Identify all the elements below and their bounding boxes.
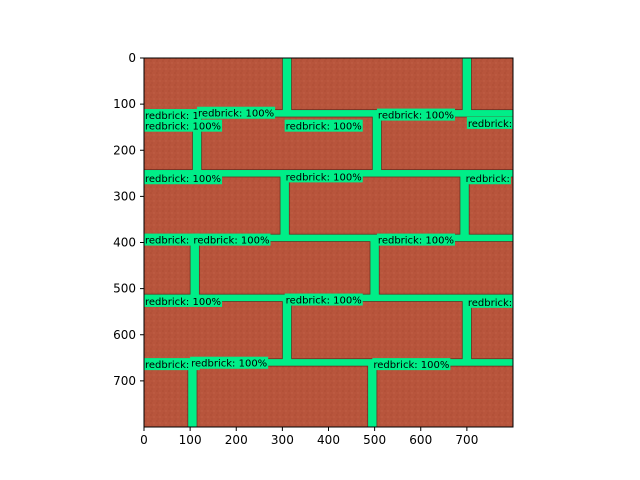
detection-text: redbrick: 1	[145, 111, 199, 122]
detection-label-12: redbrick: 100%	[144, 294, 223, 308]
y-tick-label: 300	[113, 189, 136, 203]
detection-label-background	[197, 106, 276, 119]
detection-label-8: redbrick:	[464, 172, 511, 185]
brick-9	[143, 241, 191, 295]
detection-label-background	[376, 108, 455, 121]
x-tick-label: 300	[271, 433, 294, 447]
detection-label-background	[144, 233, 200, 246]
detection-text: redbrick: 100%	[286, 296, 362, 307]
detection-label-background	[144, 358, 200, 371]
detection-text: redbrick: 100%	[193, 236, 269, 247]
x-tick-label: 400	[317, 433, 340, 447]
detection-text: redbrick: 1	[145, 236, 199, 247]
y-tick-label: 400	[113, 236, 136, 250]
x-tick-label: 0	[140, 433, 148, 447]
detection-label-background	[284, 119, 363, 132]
y-tick-label: 200	[113, 143, 136, 157]
detection-text: redbrick:	[468, 119, 512, 130]
x-tick-label: 100	[179, 433, 202, 447]
detection-text: redbrick:	[466, 174, 510, 185]
x-tick-label: 700	[455, 433, 478, 447]
x-tick-label: 500	[363, 433, 386, 447]
brick-11	[378, 241, 514, 295]
y-tick-label: 100	[113, 97, 136, 111]
detection-layer: redbrick: 1 redbrick: 100% redbrick: 100%r…	[144, 106, 513, 371]
brick-10	[198, 241, 371, 295]
detection-label-background	[144, 119, 223, 132]
detection-label-background	[376, 233, 455, 246]
detection-label-5: redbrick:	[466, 116, 513, 130]
detection-text: redbrick: 100%	[286, 122, 362, 133]
detection-label-13: redbrick: 100%	[284, 293, 363, 307]
detection-text: redbrick: 100%	[191, 359, 267, 370]
x-tick-label: 200	[225, 433, 248, 447]
y-axis: 0 100 200 300 400 500 600 700	[113, 51, 144, 388]
detection-label-background	[464, 172, 511, 185]
detection-label-11: redbrick: 100%	[376, 233, 455, 247]
detection-label-16: redbrick: 100%	[190, 356, 269, 370]
detection-text: redbrick: 100%	[286, 172, 362, 183]
brick-6	[143, 176, 281, 235]
detection-label-0: redbrick: 1	[144, 109, 200, 122]
plot-area: redbrick: 1 redbrick: 100% redbrick: 100%r…	[143, 57, 514, 428]
detection-text: redbrick:	[468, 298, 512, 309]
detection-text: redbrick: 100%	[198, 109, 274, 120]
brick-2	[471, 57, 514, 111]
brick-13	[291, 301, 463, 360]
detection-text: redbrick: 100%	[373, 360, 449, 371]
detection-text: redbrick: 1	[145, 360, 199, 371]
detection-label-background	[284, 293, 363, 306]
detection-text: redbrick: 100%	[145, 297, 221, 308]
detection-label-background	[190, 356, 269, 369]
x-tick-label: 600	[409, 433, 432, 447]
y-tick-label: 500	[113, 282, 136, 296]
detection-label-background	[192, 233, 271, 246]
x-axis: 0 100 200 300 400 500 600 700	[140, 427, 478, 447]
brick-12	[143, 301, 283, 360]
detection-text: redbrick: 100%	[378, 111, 454, 122]
detection-label-background	[144, 109, 200, 122]
detection-label-3: redbrick: 100%	[144, 119, 223, 133]
brick-14	[471, 301, 514, 360]
y-tick-label: 0	[128, 51, 136, 65]
detection-label-background	[284, 170, 363, 183]
detection-label-17: redbrick: 100%	[372, 358, 451, 371]
detection-label-7: redbrick: 100%	[284, 170, 363, 183]
detection-label-10: redbrick: 100%	[192, 233, 271, 247]
brick-layer	[143, 57, 514, 428]
detection-text: redbrick: 100%	[145, 174, 221, 185]
brick-0	[143, 57, 283, 111]
detection-label-1: redbrick: 100%	[197, 106, 276, 120]
brick-15	[143, 365, 189, 428]
brick-17	[376, 365, 514, 428]
detection-label-background	[372, 358, 451, 371]
brick-16	[196, 365, 369, 428]
y-tick-label: 700	[113, 374, 136, 388]
detection-label-background	[144, 294, 223, 307]
detection-text: redbrick: 100%	[145, 122, 221, 133]
brick-1	[291, 57, 463, 111]
detection-label-4: redbrick: 100%	[284, 119, 363, 133]
detection-label-background	[466, 295, 513, 308]
brick-7	[288, 176, 461, 235]
detection-label-2: redbrick: 100%	[376, 108, 455, 122]
y-tick-label: 600	[113, 328, 136, 342]
detection-label-background	[144, 172, 223, 185]
detection-label-14: redbrick:	[466, 295, 513, 309]
detection-label-15: redbrick: 1	[144, 358, 200, 371]
brick-8	[468, 176, 514, 235]
detection-label-9: redbrick: 1	[144, 233, 200, 247]
detection-label-6: redbrick: 100%	[144, 172, 223, 185]
detection-text: redbrick: 100%	[378, 236, 454, 247]
detection-label-background	[466, 116, 513, 129]
